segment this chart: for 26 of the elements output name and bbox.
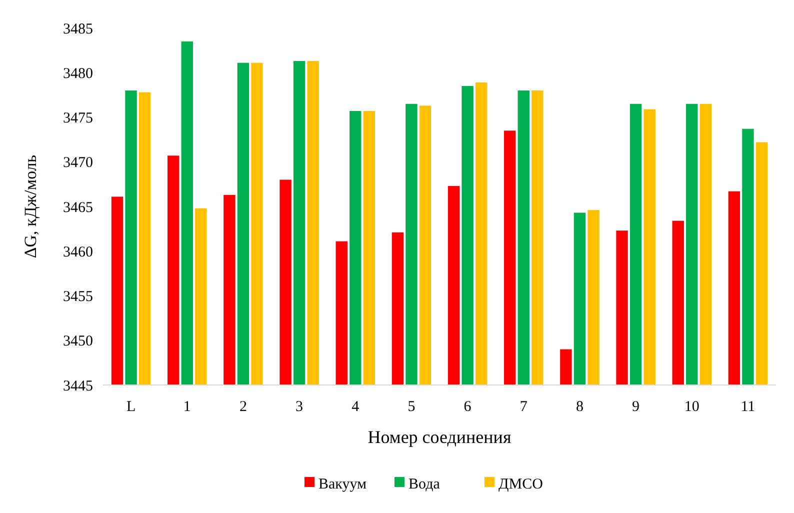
legend-label: Вода bbox=[408, 476, 440, 492]
x-axis-title: Номер соединения bbox=[368, 427, 512, 447]
y-tick-label: 3460 bbox=[63, 244, 93, 260]
x-tick-label: 4 bbox=[352, 399, 360, 415]
y-tick-label: 3445 bbox=[63, 378, 93, 394]
y-tick-label: 3455 bbox=[63, 289, 93, 305]
x-tick-label: 5 bbox=[408, 399, 416, 415]
x-tick-label: L bbox=[126, 399, 136, 415]
x-tick-label: 11 bbox=[740, 399, 756, 415]
y-tick-label: 3475 bbox=[63, 110, 93, 126]
y-axis-title: ΔG, кДж/моль bbox=[21, 154, 40, 258]
y-tick-label: 3470 bbox=[63, 155, 93, 172]
y-tick-label: 3480 bbox=[63, 66, 93, 82]
x-tick-label: 8 bbox=[576, 399, 584, 415]
y-tick-label: 3485 bbox=[63, 21, 93, 38]
x-tick-label: 3 bbox=[296, 399, 304, 415]
x-tick-label: 7 bbox=[520, 399, 528, 415]
y-tick-label: 3465 bbox=[63, 200, 93, 216]
legend-label: ДМСО bbox=[498, 476, 544, 492]
x-tick-label: 1 bbox=[183, 399, 191, 415]
x-tick-label: 2 bbox=[239, 399, 247, 415]
legend-label: Вакуум bbox=[318, 476, 368, 492]
x-tick-label: 9 bbox=[632, 399, 640, 415]
x-tick-label: 6 bbox=[464, 399, 472, 415]
y-tick-label: 3450 bbox=[63, 334, 93, 350]
x-tick-label: 10 bbox=[684, 399, 700, 415]
